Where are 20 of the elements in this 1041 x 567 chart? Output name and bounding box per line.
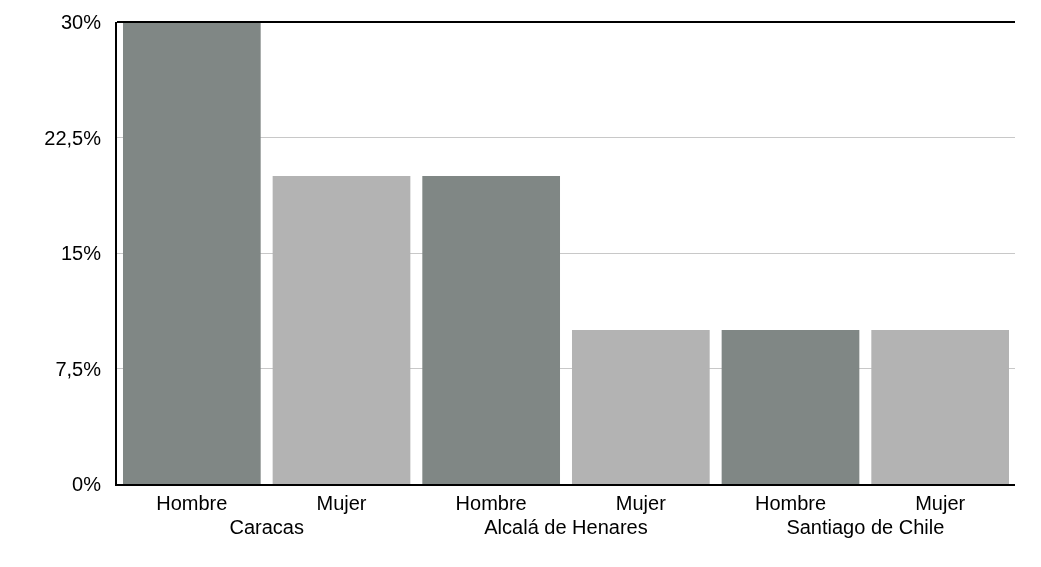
y-tick-label: 22,5% xyxy=(44,126,102,149)
y-tick-label: 0% xyxy=(72,473,102,495)
x-tick-label: Santiago de Chile xyxy=(786,516,945,538)
bar xyxy=(871,330,1010,484)
y-tick-label: 30% xyxy=(60,11,102,33)
bar xyxy=(122,22,261,484)
text: Hombre xyxy=(455,492,527,514)
x-tick-label: Alcalá de Henares xyxy=(484,516,648,538)
text: Mujer xyxy=(615,492,666,514)
x-tick-label: Caracas xyxy=(229,516,304,538)
bar xyxy=(571,330,710,484)
text: Hombre xyxy=(754,492,827,514)
bar xyxy=(272,176,411,484)
bar xyxy=(422,176,561,484)
y-tick-label: 15% xyxy=(60,242,102,264)
y-tick-label: 7,5% xyxy=(55,357,102,380)
series-label: Hombre xyxy=(156,492,228,514)
text: Mujer xyxy=(915,492,966,514)
series-label: Mujer xyxy=(316,492,367,514)
bar xyxy=(721,330,860,484)
